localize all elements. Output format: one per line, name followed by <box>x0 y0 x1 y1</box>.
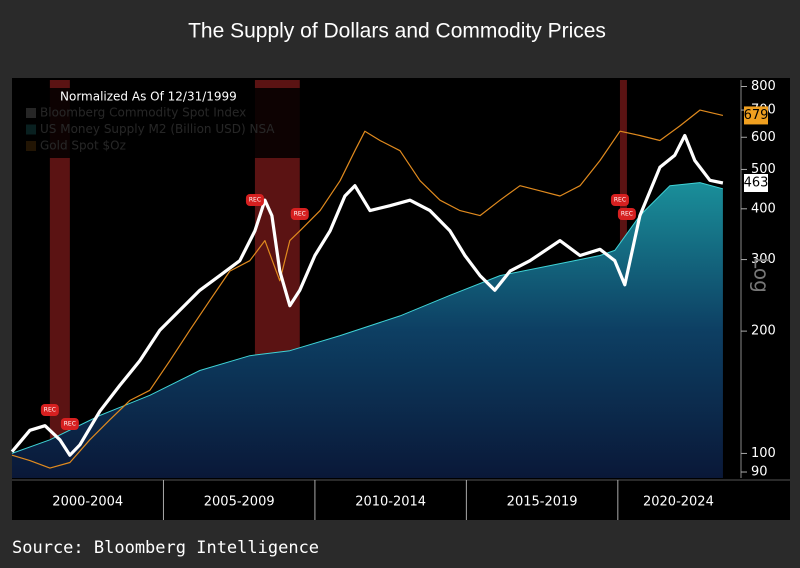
recession-marker-label: REC <box>44 407 56 414</box>
recession-marker <box>617 208 636 220</box>
last-value-box <box>744 106 768 125</box>
y-tick-label: 100 <box>751 446 776 461</box>
area-fill <box>12 182 723 478</box>
subtitle: Normalized As Of 12/31/1999 <box>60 90 237 104</box>
y-axis-label: Log <box>750 257 774 293</box>
series-line <box>10 133 724 457</box>
y-tick-label: 600 <box>751 130 776 145</box>
recession-marker-label: REC <box>294 211 306 218</box>
last-value-label: 679 <box>744 108 769 123</box>
x-period-label: 2000-2004 <box>52 495 123 510</box>
recession-marker <box>610 194 629 206</box>
y-tick-label: 200 <box>751 324 776 339</box>
recession-marker-label: REC <box>64 421 76 428</box>
recession-marker-label: REC <box>249 197 261 204</box>
recession-marker <box>40 404 59 416</box>
recession-marker <box>290 208 309 220</box>
y-tick-label: 500 <box>751 162 776 177</box>
legend-box <box>22 88 302 158</box>
last-value-box <box>744 173 768 192</box>
x-period-label: 2015-2019 <box>507 495 578 510</box>
y-tick-label: 90 <box>751 465 768 480</box>
y-tick-label: 300 <box>751 252 776 267</box>
series-line <box>11 182 724 454</box>
x-period-label: 2010-2014 <box>355 495 426 510</box>
y-tick-label: 800 <box>751 79 776 94</box>
recession-band <box>49 80 70 478</box>
series-line <box>11 109 724 469</box>
recession-marker <box>60 418 79 430</box>
recession-marker <box>245 194 264 206</box>
recession-marker-label: REC <box>621 211 633 218</box>
x-period-label: 2005-2009 <box>204 495 275 510</box>
x-period-label: 2020-2024 <box>643 495 714 510</box>
y-tick-label: 400 <box>751 201 776 216</box>
source: Source: Bloomberg Intelligence <box>12 538 319 558</box>
last-value-label: 463 <box>744 175 769 190</box>
chart-title: The Supply of Dollars and Commodity Pric… <box>188 20 606 43</box>
recession-marker-label: REC <box>614 197 626 204</box>
